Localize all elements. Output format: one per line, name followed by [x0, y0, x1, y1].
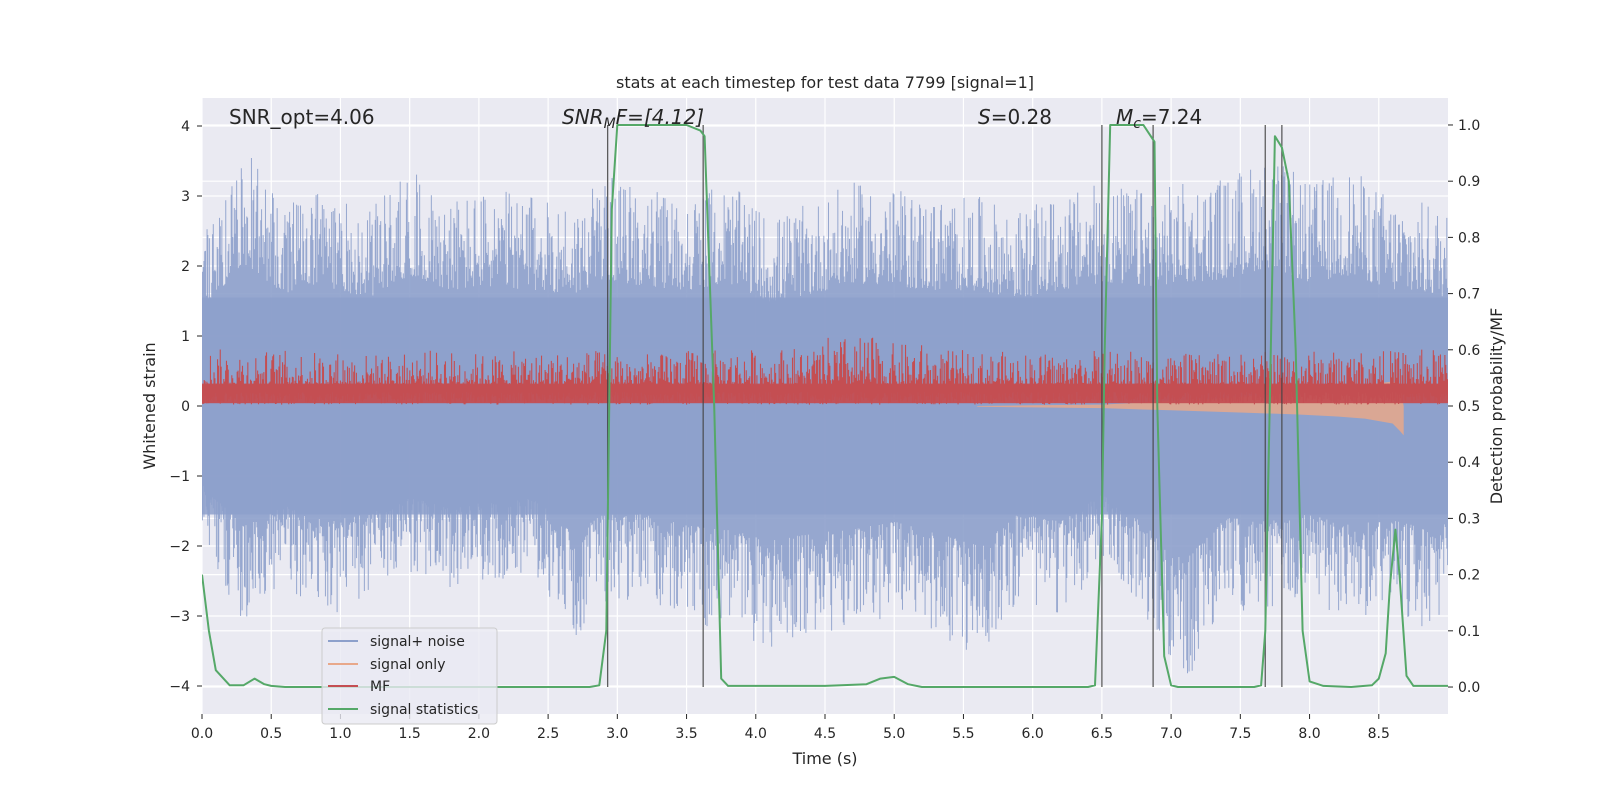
y2-tick-label: 1.0	[1458, 118, 1480, 134]
y-axis-label: Whitened strain	[140, 342, 159, 469]
legend-box	[321, 627, 498, 725]
annotation-s: S=0.28	[978, 105, 1052, 129]
signal-statistics-layer	[202, 124, 1448, 688]
x-tick-label: 5.5	[952, 726, 974, 742]
y-tick-label: 4	[181, 119, 190, 135]
y2-tick-label: 0.7	[1458, 287, 1480, 303]
legend-label-signal-only: signal only	[370, 657, 445, 673]
chart-title: stats at each timestep for test data 779…	[616, 73, 1034, 92]
annotation-snr-mf-rest: F=[4.12]	[616, 105, 704, 129]
series-mf-core	[202, 383, 1448, 404]
y-tick-label: 0	[181, 399, 190, 415]
x-tick-label: 1.5	[399, 726, 421, 742]
x-tick-label: 4.0	[745, 726, 767, 742]
y2-tick-label: 0.5	[1458, 399, 1480, 415]
x-tick-label: 7.0	[1160, 726, 1182, 742]
annotation-snr-mf-sub: M	[604, 116, 616, 132]
series-signal-statistics	[202, 124, 1448, 688]
x-tick-label: 6.5	[1091, 726, 1113, 742]
y2-tick-label: 0.6	[1458, 343, 1480, 359]
y2-axis-label: Detection probability/MF	[1487, 308, 1506, 505]
y2-tick-label: 0.0	[1458, 680, 1480, 696]
legend-label-signal-statistics: signal statistics	[370, 702, 478, 718]
x-tick-label: 6.0	[1022, 726, 1044, 742]
x-tick-label: 0.0	[191, 726, 213, 742]
annotation-mc-main: M	[1116, 105, 1133, 129]
x-tick-label: 8.5	[1368, 726, 1390, 742]
x-tick-label: 5.0	[883, 726, 905, 742]
annotation-snr-opt: SNR_opt=4.06	[229, 105, 375, 129]
y2-tick-label: 0.4	[1458, 455, 1480, 471]
y-tick-label: 1	[181, 329, 190, 345]
y-tick-label: −2	[169, 539, 190, 555]
x-tick-label: 1.0	[329, 726, 351, 742]
x-tick-label: 7.5	[1229, 726, 1251, 742]
y2-tick-label: 0.2	[1458, 568, 1480, 584]
annotation-snr-mf-main: SNR	[562, 105, 604, 129]
x-tick-label: 3.5	[675, 726, 697, 742]
legend: signal+ noise signal only MF signal stat…	[321, 627, 498, 725]
y-ticks: −4 −3 −2 −1 0 1 2 3 4	[169, 119, 202, 695]
annotation-mc-sub: c	[1133, 116, 1141, 132]
y2-ticks: 0.0 0.1 0.2 0.3 0.4 0.5 0.6 0.7 0.8 0.9 1.0	[1448, 118, 1480, 696]
annotation-mc: Mc=7.24	[1116, 105, 1202, 132]
annotation-snr-mf: SNRMF=[4.12]	[562, 105, 704, 132]
x-tick-label: 2.0	[468, 726, 490, 742]
annotation-s-italic: S	[978, 105, 991, 129]
y-tick-label: 2	[181, 259, 190, 275]
x-tick-label: 3.0	[606, 726, 628, 742]
x-tick-label: 2.5	[537, 726, 559, 742]
y-tick-label: −1	[169, 469, 190, 485]
x-tick-label: 4.5	[814, 726, 836, 742]
legend-label-signal-noise: signal+ noise	[370, 634, 465, 650]
annotation-s-value: =0.28	[991, 105, 1052, 129]
y2-tick-label: 0.8	[1458, 230, 1480, 246]
y2-tick-label: 0.1	[1458, 624, 1480, 640]
y-tick-label: −3	[169, 609, 190, 625]
legend-label-mf: MF	[370, 679, 390, 695]
x-tick-label: 0.5	[260, 726, 282, 742]
y-tick-label: −4	[169, 679, 190, 695]
y-tick-label: 3	[181, 189, 190, 205]
x-axis-label: Time (s)	[791, 749, 857, 768]
annotation-mc-value: =7.24	[1141, 105, 1202, 129]
y2-tick-label: 0.3	[1458, 511, 1480, 527]
x-ticks: 0.0 0.5 1.0 1.5 2.0 2.5 3.0 3.5 4.0 4.5 5.0 5.5 6.0 6…	[191, 714, 1390, 742]
y2-tick-label: 0.9	[1458, 174, 1480, 190]
x-tick-label: 8.0	[1298, 726, 1320, 742]
